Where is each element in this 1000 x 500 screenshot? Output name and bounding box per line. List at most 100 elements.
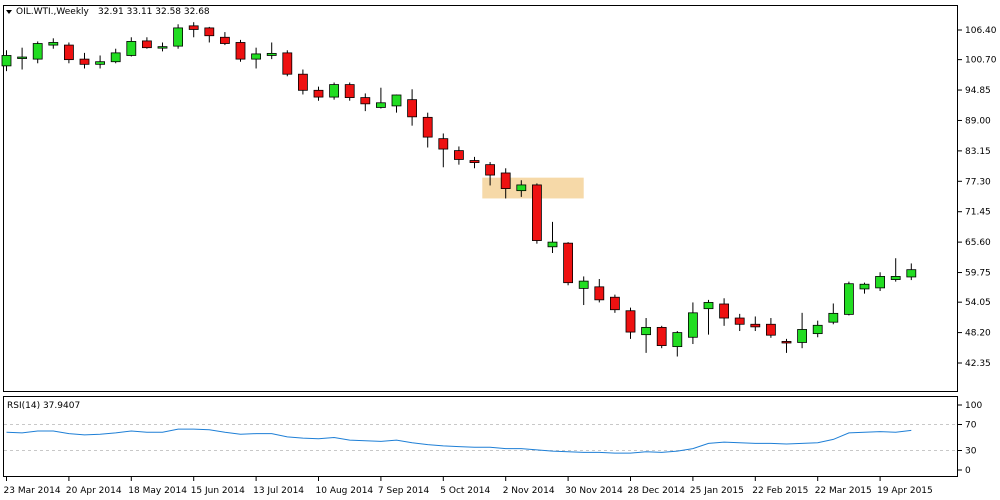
price-tick-label: 48.20 [965, 329, 991, 339]
candle [282, 50, 293, 77]
candle-body [875, 276, 885, 289]
rsi-tick-label: 0 [965, 466, 971, 476]
candle-body [547, 241, 558, 248]
candle [251, 47, 262, 69]
candle [688, 302, 698, 345]
time-tick-label: 7 Sep 2014 [378, 486, 430, 496]
candle [469, 156, 480, 169]
candle [844, 281, 854, 316]
price-tick-label: 59.75 [965, 269, 991, 279]
candle [703, 299, 714, 335]
candle-body [859, 283, 870, 290]
time-tick-label: 5 Oct 2014 [440, 486, 490, 496]
price-tick-label: 100.70 [965, 56, 997, 66]
candle [812, 320, 823, 338]
price-tick-label: 89.00 [965, 116, 991, 126]
candle-body [688, 312, 698, 338]
candle [360, 93, 371, 112]
price-panel-frame [3, 5, 958, 392]
candle [532, 183, 542, 244]
candle [547, 221, 558, 254]
rsi-label: RSI(14) 37.9407 [7, 401, 80, 411]
candle-body [360, 97, 371, 105]
price-tick-label: 94.85 [965, 86, 991, 96]
candle [859, 282, 870, 294]
candle [890, 258, 901, 282]
price-tick-label: 71.45 [965, 208, 991, 218]
candle [313, 86, 324, 101]
time-tick-label: 20 Apr 2014 [66, 486, 122, 496]
rsi-tick-label: 30 [965, 447, 977, 457]
candle [32, 41, 43, 64]
candle [641, 318, 651, 353]
candle [719, 298, 729, 326]
candle-body [812, 324, 823, 335]
time-tick-label: 22 Mar 2015 [815, 486, 872, 496]
candle-body [453, 150, 464, 160]
candle [141, 37, 152, 49]
candle [625, 307, 636, 339]
candle-body [719, 303, 729, 319]
candle-body [64, 44, 74, 61]
candle [391, 94, 402, 113]
time-tick-label: 10 Aug 2014 [316, 486, 374, 496]
symbol-label: OIL.WTI.,Weekly [16, 7, 90, 17]
candle-body [766, 323, 776, 336]
candle [126, 37, 137, 57]
candle-body [516, 184, 527, 192]
candle-body [1, 55, 12, 67]
candle [344, 82, 355, 101]
candle [407, 89, 418, 126]
candle [610, 294, 620, 313]
candle-body [672, 332, 683, 348]
candle-body [266, 52, 277, 56]
candle-body [110, 52, 121, 63]
candle-body [734, 317, 745, 325]
candle [1, 50, 12, 72]
candle-body [485, 164, 496, 176]
candle-body [906, 269, 917, 278]
candle-body [95, 61, 105, 65]
rsi-axis: 100 70 30 0 [957, 401, 982, 476]
candle-body [344, 84, 355, 98]
rsi-line [6, 428, 912, 454]
candle-body [641, 326, 651, 336]
candle [17, 47, 28, 70]
price-tick-label: 77.30 [965, 177, 991, 187]
candle-body [173, 27, 184, 47]
rsi-tick-label: 70 [965, 421, 977, 431]
rsi-grid [4, 424, 957, 451]
ohlc-label: 32.91 33.11 32.58 32.68 [98, 7, 210, 17]
candle [48, 38, 59, 49]
candle [766, 318, 776, 338]
candle-body [703, 302, 714, 310]
candle [828, 303, 839, 325]
candle-body [329, 84, 340, 98]
candle [438, 133, 449, 168]
candle [79, 52, 90, 69]
candle [797, 312, 807, 349]
candle-body [656, 326, 667, 346]
candles-layer [1, 22, 917, 357]
candle [906, 263, 917, 281]
time-tick-label: 19 Apr 2015 [877, 486, 933, 496]
candle-body [890, 276, 901, 280]
candle-body [391, 94, 402, 107]
time-tick-label: 15 Jun 2014 [191, 486, 245, 496]
candle [95, 55, 105, 69]
candle [485, 162, 496, 186]
time-tick-label: 25 Jan 2015 [690, 486, 744, 496]
candle [672, 331, 683, 357]
candle-body [594, 286, 605, 301]
candle [219, 32, 230, 46]
candle-body [438, 138, 449, 150]
collapse-arrow-icon[interactable] [6, 10, 12, 14]
price-tick-label: 65.60 [965, 238, 991, 248]
price-axis: 106.40 100.70 94.85 89.00 83.15 77.30 71.45 65.… [957, 26, 997, 369]
candle-body [844, 283, 854, 315]
candle [563, 242, 573, 286]
time-tick-label: 22 Feb 2015 [752, 486, 808, 496]
candle-body [313, 89, 324, 98]
candle-body [625, 310, 636, 333]
candle [235, 39, 246, 62]
